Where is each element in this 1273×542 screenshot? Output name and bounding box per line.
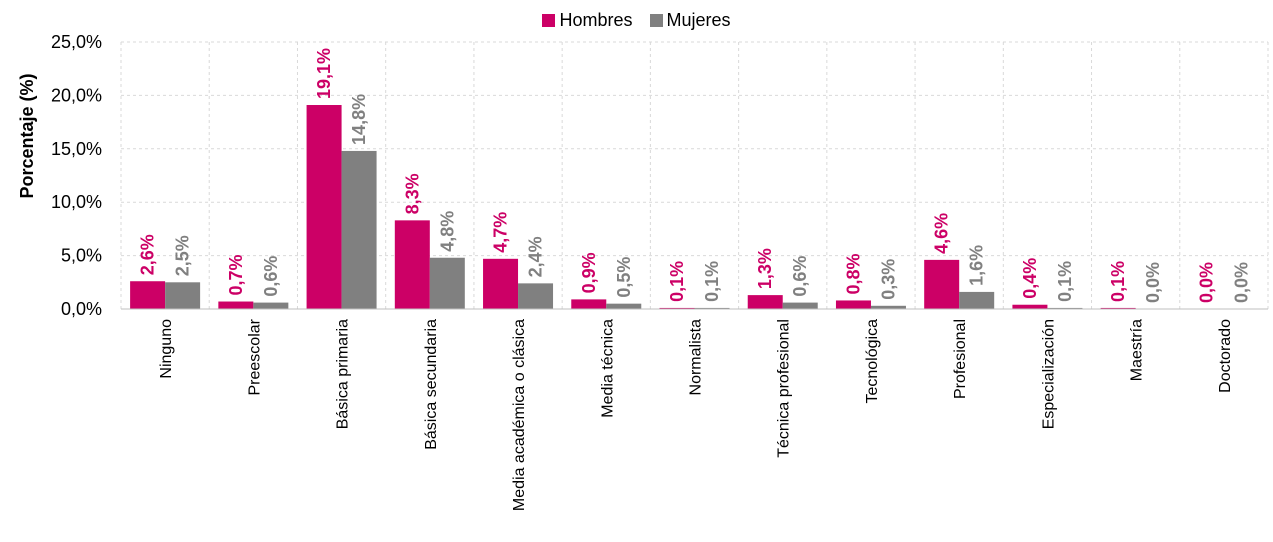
legend-item-hombres: Hombres [542,10,632,31]
data-label-hombres: 0,1% [1108,261,1128,302]
legend-swatch-hombres [542,14,556,27]
data-label-mujeres: 0,0% [1143,262,1163,303]
bar-mujeres [1047,307,1083,309]
x-tick-label: Media académica o clásica [511,319,528,511]
bar-hombres [747,295,783,309]
bar-hombres [659,307,695,309]
y-axis: 0,0% 5,0% 10,0% 15,0% 20,0% 25,0% [51,32,102,319]
data-label-mujeres: 0,0% [1231,262,1251,303]
data-label-hombres: 2,6% [138,234,158,275]
x-tick-label: Especialización [1040,319,1057,429]
x-tick-label: Normalista [688,319,705,396]
bar-hombres [1100,307,1136,309]
y-tick-label: 15,0% [51,139,102,159]
data-label-hombres: 1,3% [755,248,775,289]
y-tick-label: 5,0% [61,246,102,266]
x-tick-label: Preescolar [246,318,263,395]
legend-label-mujeres: Mujeres [666,10,731,30]
data-label-mujeres: 0,1% [702,261,722,302]
data-label-mujeres: 0,1% [1055,261,1075,302]
bar-mujeres [694,307,730,309]
chart-legend: Hombres Mujeres [0,10,1273,32]
data-label-mujeres: 0,5% [614,257,634,298]
bars [130,105,1136,310]
x-tick-label: Maestría [1129,319,1146,381]
x-tick-label: Profesional [952,319,969,399]
grid-lines [120,41,1269,309]
bar-mujeres [606,303,642,309]
bar-hombres [835,300,871,309]
y-tick-label: 0,0% [61,299,102,319]
data-label-hombres: 0,0% [1196,262,1216,303]
legend-swatch-mujeres [649,14,663,27]
data-label-mujeres: 2,4% [526,236,546,277]
bar-hombres [924,259,960,309]
y-tick-label: 25,0% [51,32,102,52]
value-labels: 2,6% 2,5% 0,7% 0,6% 19,1% 14,8% 8,3% 4,8% 4,7% 2,… [138,48,1252,303]
bar-mujeres [341,150,377,309]
x-tick-label: Ninguno [158,319,175,379]
x-tick-label: Básica secundaria [423,319,440,450]
data-label-mujeres: 1,6% [967,245,987,286]
data-label-mujeres: 2,5% [173,235,193,276]
bar-mujeres [165,282,201,309]
bar-mujeres [870,305,906,309]
bar-hombres [218,301,254,309]
data-label-hombres: 0,4% [1020,258,1040,299]
x-tick-label: Tecnológica [864,319,881,404]
data-label-hombres: 0,7% [226,254,246,295]
data-label-mujeres: 14,8% [349,94,369,145]
data-label-hombres: 4,6% [932,213,952,254]
legend-item-mujeres: Mujeres [649,10,731,31]
bar-mujeres [959,291,995,309]
data-label-mujeres: 0,6% [261,256,281,297]
x-axis: Ninguno Preescolar Básica primaria Básica s… [121,308,1268,511]
x-tick-label: Doctorado [1217,319,1234,393]
data-label-hombres: 0,8% [843,253,863,294]
data-label-hombres: 8,3% [402,173,422,214]
bar-mujeres [782,302,818,309]
y-tick-label: 10,0% [51,192,102,212]
x-tick-label: Básica primaria [335,319,352,429]
data-label-mujeres: 4,8% [437,211,457,252]
y-tick-label: 20,0% [51,85,102,105]
bar-hombres [1012,304,1048,309]
data-label-hombres: 0,1% [667,261,687,302]
x-tick-label: Media técnica [599,319,616,418]
data-label-hombres: 4,7% [491,212,511,253]
bar-mujeres [518,283,554,309]
bar-hombres [394,220,430,309]
bar-hombres [306,105,342,310]
data-label-hombres: 0,9% [579,252,599,293]
bar-hombres [483,258,519,309]
bar-mujeres [429,257,465,309]
y-axis-title: Porcentaje (%) [17,73,37,198]
x-tick-label: Técnica profesional [776,319,793,458]
bar-hombres [130,281,166,309]
legend-label-hombres: Hombres [559,10,633,30]
data-label-mujeres: 0,3% [878,259,898,300]
data-label-hombres: 19,1% [314,48,334,99]
bar-mujeres [253,302,289,309]
data-label-mujeres: 0,6% [790,256,810,297]
bar-hombres [571,299,607,309]
